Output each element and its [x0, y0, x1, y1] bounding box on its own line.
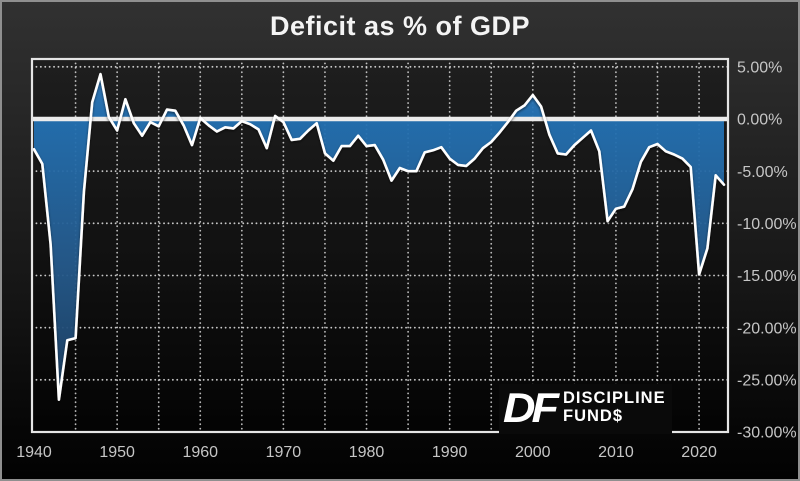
- logo-wordmark: DISCIPLINE FUND$: [563, 389, 666, 426]
- logo-line-funds: FUND$: [563, 407, 624, 425]
- x-tick-label: 1990: [432, 444, 468, 461]
- logo-line-discipline: DISCIPLINE: [563, 389, 666, 408]
- x-tick-label: 2010: [598, 444, 634, 461]
- x-tick-label: 2000: [515, 444, 551, 461]
- plot-area: [32, 59, 728, 432]
- x-tick-label: 1980: [349, 444, 385, 461]
- y-tick-label: -20.00%: [737, 320, 797, 337]
- x-tick-label: 1960: [182, 444, 218, 461]
- y-tick-label: 0.00%: [737, 112, 782, 129]
- y-tick-label: -25.00%: [737, 372, 797, 389]
- y-tick-label: -30.00%: [737, 425, 797, 442]
- df-logo-icon: DF: [503, 384, 559, 431]
- discipline-funds-logo: DF DISCIPLINE FUND$: [499, 384, 672, 434]
- y-tick-label: -10.00%: [737, 216, 797, 233]
- x-tick-label: 2020: [681, 444, 717, 461]
- deficit-area-fill: [34, 74, 724, 400]
- y-tick-label: 5.00%: [737, 59, 782, 76]
- y-tick-label: -5.00%: [737, 164, 788, 181]
- plot-border: [30, 57, 730, 434]
- x-tick-label: 1970: [266, 444, 302, 461]
- chart-title: Deficit as % of GDP: [269, 11, 531, 41]
- x-tick-label: 1950: [99, 444, 135, 461]
- x-tick-label: 1940: [16, 444, 52, 461]
- deficit-line: [32, 72, 726, 401]
- y-tick-label: -15.00%: [737, 268, 797, 285]
